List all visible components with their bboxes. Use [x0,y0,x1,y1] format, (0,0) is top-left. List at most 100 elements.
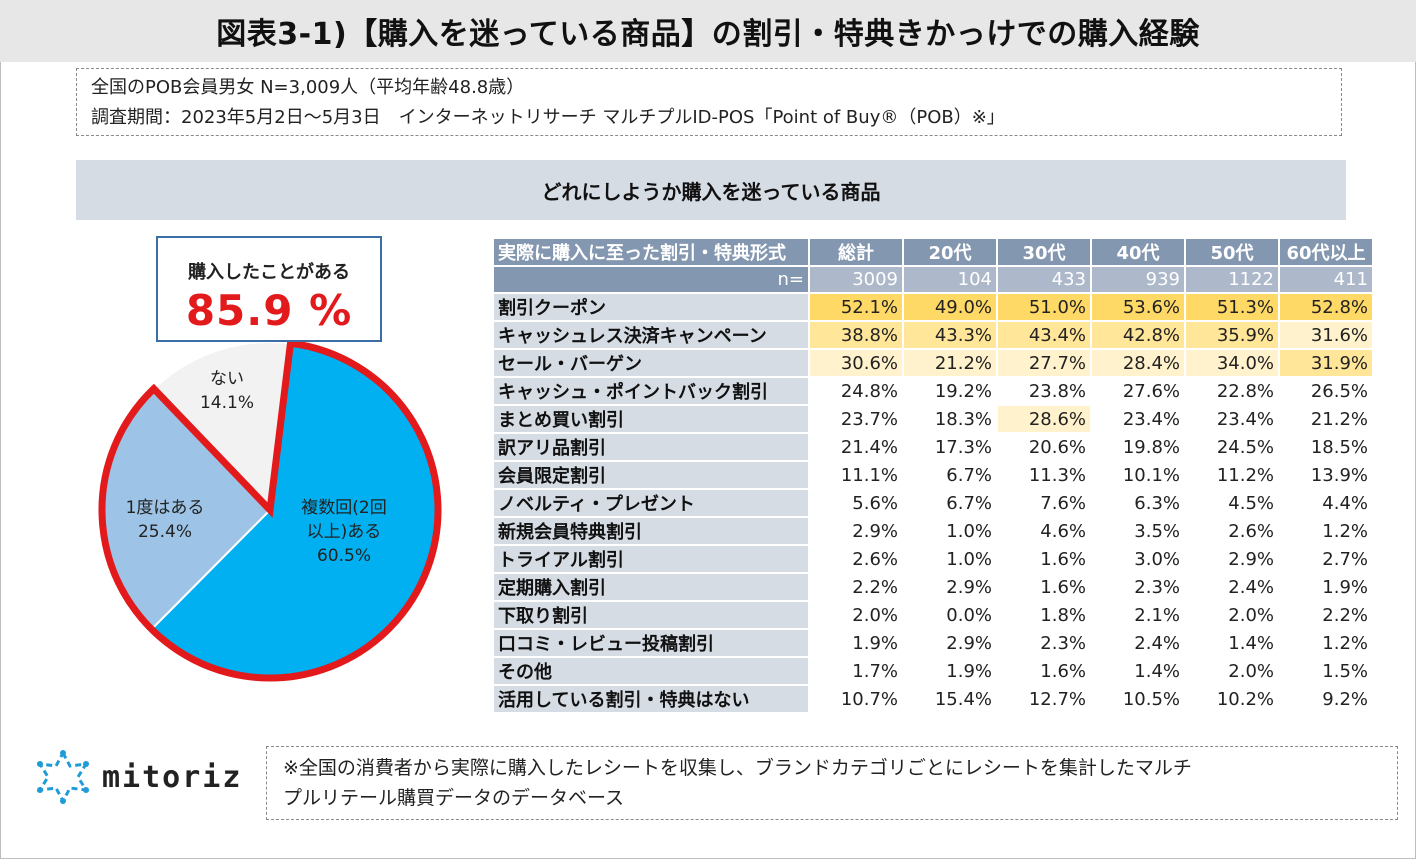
cell-value: 1.8% [998,602,1090,628]
cell-value: 19.2% [904,378,996,404]
cell-value: 11.1% [810,462,902,488]
cell-value: 52.8% [1280,294,1372,320]
callout-value: 85.9 % [185,286,353,335]
cell-value: 2.6% [810,546,902,572]
cell-value: 11.3% [998,462,1090,488]
cell-value: 1.4% [1186,630,1278,656]
row-label: ノベルティ・プレゼント [494,490,808,516]
row-label: 訳アリ品割引 [494,434,808,460]
row-label: 活用している割引・特典はない [494,686,808,712]
pie-label-never-line1: ない [210,369,244,389]
cell-value: 6.3% [1092,490,1184,516]
cell-value: 20.6% [998,434,1090,460]
cell-value: 23.7% [810,406,902,432]
table-row: 訳アリ品割引 21.4% 17.3% 20.6% 19.8% 24.5% 18.5% [494,434,1372,460]
table-row: ノベルティ・プレゼント 5.6% 6.7% 7.6% 6.3% 4.5% 4.4% [494,490,1372,516]
pie-label-multi-line2: 以上)ある [306,522,382,542]
cell-value: 2.6% [1186,518,1278,544]
section-title: どれにしようか購入を迷っている商品 [76,160,1346,220]
cell-value: 52.1% [810,294,902,320]
pie-label-once-value: 25.4% [137,522,192,542]
row-label: 下取り割引 [494,602,808,628]
logo-name: mitoriz [102,759,243,795]
cell-value: 49.0% [904,294,996,320]
cell-value: 18.3% [904,406,996,432]
survey-period-line: 調査期間：2023年5月2日～5月3日 インターネットリサーチ マルチプルID-… [91,107,1005,128]
cell-value: 42.8% [1092,322,1184,348]
survey-sample-line: 全国のPOB会員男女 N=3,009人（平均年齢48.8歳） [91,77,525,98]
n-value: 1122 [1186,267,1278,292]
cell-value: 4.4% [1280,490,1372,516]
cell-value: 21.2% [904,350,996,376]
cell-value: 31.6% [1280,322,1372,348]
footnote-box: ※全国の消費者から実際に購入したレシートを収集し、ブランドカテゴリごとにレシート… [266,746,1398,820]
cell-value: 43.4% [998,322,1090,348]
n-value: 411 [1280,267,1372,292]
cell-value: 24.8% [810,378,902,404]
cell-value: 31.9% [1280,350,1372,376]
footnote-line1: ※全国の消費者から実際に購入したレシートを収集し、ブランドカテゴリごとにレシート… [283,757,1192,779]
cell-value: 23.4% [1092,406,1184,432]
cell-value: 6.7% [904,490,996,516]
pie-label-never-value: 14.1% [199,393,254,413]
cell-value: 2.4% [1092,630,1184,656]
cell-value: 2.3% [1092,574,1184,600]
cell-value: 53.6% [1092,294,1184,320]
cell-value: 4.6% [998,518,1090,544]
table-row: キャッシュレス決済キャンペーン 38.8% 43.3% 43.4% 42.8% 35.9%… [494,322,1372,348]
cell-value: 1.9% [904,658,996,684]
cell-value: 5.6% [810,490,902,516]
cell-value: 38.8% [810,322,902,348]
cell-value: 1.5% [1280,658,1372,684]
row-label: 会員限定割引 [494,462,808,488]
cell-value: 35.9% [1186,322,1278,348]
table-header-label: 実際に購入に至った割引・特典形式 [494,239,808,265]
cell-value: 1.6% [998,574,1090,600]
cell-value: 43.3% [904,322,996,348]
row-label: 新規会員特典割引 [494,518,808,544]
cell-value: 2.1% [1092,602,1184,628]
cell-value: 28.4% [1092,350,1184,376]
column-header: 総計 [810,239,902,265]
cell-value: 12.7% [998,686,1090,712]
cell-value: 2.9% [810,518,902,544]
cell-value: 51.0% [998,294,1090,320]
cell-value: 10.1% [1092,462,1184,488]
row-label: キャッシュレス決済キャンペーン [494,322,808,348]
table-row: 口コミ・レビュー投稿割引 1.9% 2.9% 2.3% 2.4% 1.4% 1.2% [494,630,1372,656]
table-row: 活用している割引・特典はない 10.7% 15.4% 12.7% 10.5% 10.2% 9… [494,686,1372,712]
row-label: セール・バーゲン [494,350,808,376]
n-label: n= [494,267,808,292]
cell-value: 7.6% [998,490,1090,516]
cell-value: 11.2% [1186,462,1278,488]
callout-label: 購入したことがある [188,262,350,283]
n-value: 433 [998,267,1090,292]
cell-value: 26.5% [1280,378,1372,404]
cell-value: 28.6% [998,406,1090,432]
page-title: 図表3-1)【購入を迷っている商品】の割引・特典きかっけでの購入経験 [0,0,1416,62]
cell-value: 10.5% [1092,686,1184,712]
cell-value: 17.3% [904,434,996,460]
cell-value: 2.9% [1186,546,1278,572]
pie-label-multi-line1: 複数回(2回 [301,498,387,518]
cell-value: 1.9% [810,630,902,656]
cell-value: 10.7% [810,686,902,712]
survey-info-box: 全国のPOB会員男女 N=3,009人（平均年齢48.8歳） 調査期間：2023… [76,68,1342,136]
cell-value: 30.6% [810,350,902,376]
pie-label-multiple-times: 複数回(2回 以上)ある 60.5% [284,496,404,568]
cell-value: 1.4% [1092,658,1184,684]
cell-value: 24.5% [1186,434,1278,460]
pie-chart [98,339,442,682]
table-row: 新規会員特典割引 2.9% 1.0% 4.6% 3.5% 2.6% 1.2% [494,518,1372,544]
row-label: 割引クーポン [494,294,808,320]
cell-value: 21.4% [810,434,902,460]
cell-value: 2.3% [998,630,1090,656]
column-header: 50代 [1186,239,1278,265]
table-row: 割引クーポン 52.1% 49.0% 51.0% 53.6% 51.3% 52.8% [494,294,1372,320]
cell-value: 1.7% [810,658,902,684]
column-header: 30代 [998,239,1090,265]
table-header-row: 実際に購入に至った割引・特典形式 総計 20代 30代 40代 50代 60代以上 [494,239,1372,265]
cell-value: 1.0% [904,546,996,572]
n-value: 3009 [810,267,902,292]
cell-value: 21.2% [1280,406,1372,432]
